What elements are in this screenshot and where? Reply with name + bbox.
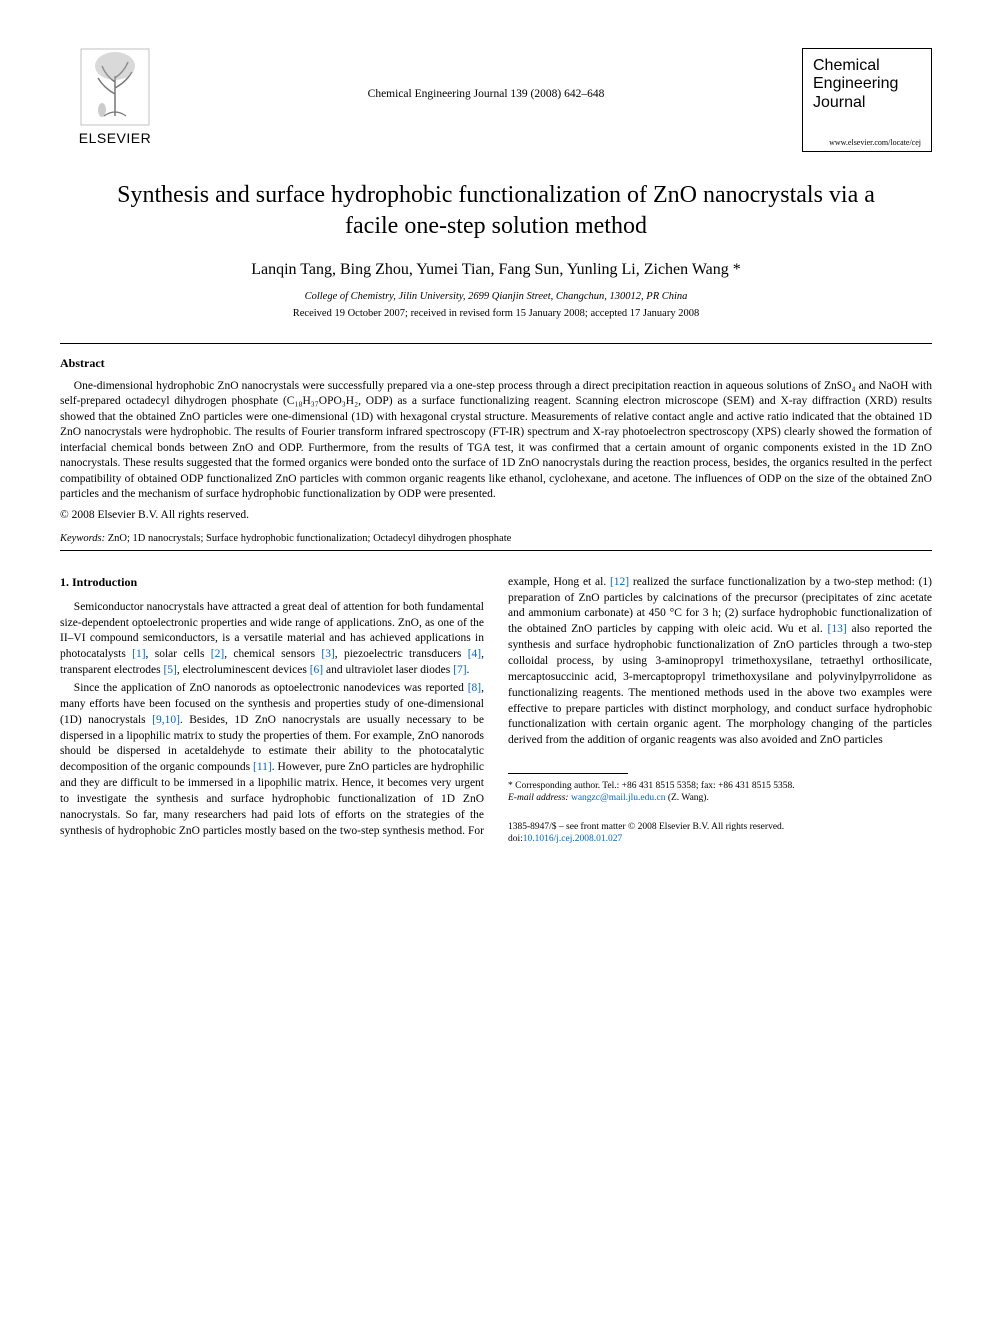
section-heading-introduction: 1. Introduction (60, 575, 484, 590)
keywords-line: Keywords: ZnO; 1D nanocrystals; Surface … (60, 533, 932, 544)
section-title: Introduction (72, 575, 137, 589)
footnote-divider (508, 773, 628, 774)
copyright-line: © 2008 Elsevier B.V. All rights reserved… (60, 509, 932, 521)
citation-link[interactable]: [5] (163, 664, 176, 676)
doi-link[interactable]: 10.1016/j.cej.2008.01.027 (523, 834, 622, 844)
intro-paragraph-1: Semiconductor nanocrystals have attracte… (60, 600, 484, 679)
footnote-block: * Corresponding author. Tel.: +86 431 85… (508, 773, 932, 845)
body-text: , piezoelectric transducers (335, 648, 468, 660)
abstract-text: One-dimensional hydrophobic ZnO nanocrys… (60, 379, 932, 503)
citation-link[interactable]: [9,10] (152, 714, 180, 726)
corresponding-marker: * (733, 261, 741, 278)
citation-link[interactable]: [13] (828, 623, 847, 635)
citation-link[interactable]: [12] (610, 576, 629, 588)
journal-title-line: Journal (813, 94, 921, 112)
citation-link[interactable]: [6] (310, 664, 323, 676)
footnote-text: Corresponding author. Tel.: +86 431 8515… (515, 781, 795, 791)
publisher-block: ELSEVIER (60, 48, 170, 146)
journal-reference: Chemical Engineering Journal 139 (2008) … (170, 48, 802, 100)
citation-link[interactable]: [7] (453, 664, 466, 676)
doi-line: doi:10.1016/j.cej.2008.01.027 (508, 833, 932, 845)
email-label: E-mail address: (508, 793, 569, 803)
header-row: ELSEVIER Chemical Engineering Journal 13… (60, 48, 932, 152)
front-matter-line: 1385-8947/$ – see front matter © 2008 El… (508, 821, 932, 833)
keywords-label: Keywords: (60, 533, 105, 544)
article-dates: Received 19 October 2007; received in re… (60, 308, 932, 319)
footnote-marker: * (508, 781, 513, 791)
body-text: also reported the synthesis and surface … (508, 623, 932, 746)
body-text: , solar cells (146, 648, 211, 660)
doi-label: doi: (508, 834, 523, 844)
body-text: , chemical sensors (224, 648, 321, 660)
citation-link[interactable]: [8] (468, 682, 481, 694)
keywords-text: ZnO; 1D nanocrystals; Surface hydrophobi… (108, 533, 512, 544)
body-text: . (467, 664, 470, 676)
abstract-heading: Abstract (60, 356, 932, 371)
publisher-name: ELSEVIER (79, 130, 151, 146)
body-two-column: 1. Introduction Semiconductor nanocrysta… (60, 575, 932, 846)
citation-link[interactable]: [4] (468, 648, 481, 660)
email-attribution: (Z. Wang). (668, 793, 709, 803)
body-text: , electroluminescent devices (177, 664, 310, 676)
journal-title-box: Chemical Engineering Journal www.elsevie… (802, 48, 932, 152)
journal-title-line: Engineering (813, 75, 921, 93)
affiliation: College of Chemistry, Jilin University, … (60, 291, 932, 302)
journal-url[interactable]: www.elsevier.com/locate/cej (813, 138, 921, 147)
divider (60, 343, 932, 344)
corresponding-author-footnote: * Corresponding author. Tel.: +86 431 85… (508, 780, 932, 805)
citation-link[interactable]: [11] (253, 761, 272, 773)
divider (60, 550, 932, 551)
journal-title-line: Chemical (813, 57, 921, 75)
article-title: Synthesis and surface hydrophobic functi… (100, 180, 892, 242)
body-text: and ultraviolet laser diodes (323, 664, 453, 676)
section-number: 1. (60, 575, 69, 589)
citation-link[interactable]: [2] (211, 648, 224, 660)
footer-meta: 1385-8947/$ – see front matter © 2008 El… (508, 821, 932, 846)
email-link[interactable]: wangzc@mail.jlu.edu.cn (571, 793, 665, 803)
author-names: Lanqin Tang, Bing Zhou, Yumei Tian, Fang… (251, 261, 729, 278)
author-list: Lanqin Tang, Bing Zhou, Yumei Tian, Fang… (60, 261, 932, 279)
citation-link[interactable]: [1] (132, 648, 145, 660)
citation-link[interactable]: [3] (321, 648, 334, 660)
elsevier-tree-logo (80, 48, 150, 126)
body-text: Since the application of ZnO nanorods as… (74, 682, 468, 694)
